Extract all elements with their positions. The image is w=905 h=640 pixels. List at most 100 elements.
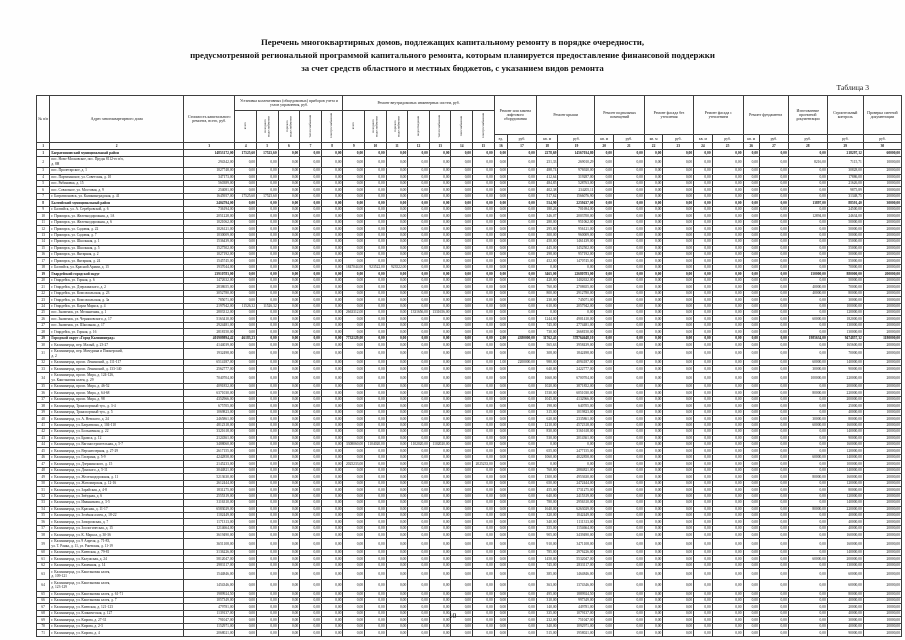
value-cell: 0,00 — [493, 218, 509, 227]
table-row: 57 г. Калининград, ул. Зоологическая, д. … — [35, 524, 903, 533]
value-cell: 0,00 — [507, 173, 537, 182]
table-row: 64 г. Калининград, ул. Каштановая аллея, … — [35, 579, 903, 592]
address-cell: г. Калининград, ул. Зелёная аллея, д. 18… — [49, 511, 185, 520]
value-cell: 0,00 — [711, 155, 744, 169]
value-cell: 0,00 — [742, 225, 760, 233]
value-cell: 0,00 — [612, 238, 645, 246]
value-cell: 0,00 — [742, 590, 760, 599]
value-cell: 0,00 — [320, 149, 344, 157]
value-cell: 0,00 — [256, 537, 279, 550]
value-cell: 234205,11 — [557, 186, 596, 194]
value-cell: 0,00 — [364, 629, 387, 637]
value-cell: 0,00 — [787, 568, 828, 581]
row-number: 5 — [35, 179, 51, 188]
page-number: 10 — [448, 611, 457, 620]
value-cell: 0,00 — [364, 371, 387, 384]
value-cell: 0,00 — [507, 371, 537, 384]
value-cell: 14567034,80 — [557, 149, 596, 157]
value-cell: 0,00 — [612, 347, 645, 360]
value-cell: 0,00 — [493, 548, 509, 557]
address-cell: г. Калининград, ул. Кирова, д. 27-31 — [49, 616, 185, 624]
value-cell: 0,00 — [662, 518, 695, 526]
table-row: 25 пос. Знаменск, ул. Мельничная, д. 1 280… — [35, 308, 903, 317]
value-cell: 1154664,00 — [557, 524, 596, 533]
value-cell: 0,00 — [612, 341, 645, 349]
value-cell: 20000,00 — [862, 531, 903, 539]
table-row: 3 пос. Пролетарское, д. 1 1027748,00 0,00 0,… — [35, 167, 903, 175]
value-cell: 0,00 — [320, 167, 344, 175]
row-number: 57 — [35, 524, 51, 533]
col-header-address: Адрес многоквартирного дома — [49, 94, 185, 144]
value-cell: 0,00 — [493, 173, 509, 182]
value-cell: 0,00 — [662, 616, 695, 624]
value-cell: 1374346,00 — [557, 579, 596, 592]
value-cell: 0,00 — [428, 629, 452, 637]
value-cell: 10000,00 — [862, 616, 903, 624]
value-cell: 0,00 — [742, 579, 760, 592]
value-cell: 1847044,00 — [342, 263, 366, 272]
table-row: 33 г. Калининград, просп. Ленинский, д. 1… — [35, 365, 903, 373]
value-cell: 1660,00 — [535, 371, 559, 384]
value-cell: 0,00 — [643, 629, 664, 637]
value-cell: 0,00 — [493, 590, 509, 599]
value-cell: 1331656,00 — [407, 308, 430, 317]
cost-cell: 1527502,00 — [183, 244, 236, 252]
value-cell: 7115,71 — [826, 155, 864, 169]
value-cell: 0,00 — [277, 347, 301, 360]
value-cell: 0,00 — [612, 179, 645, 188]
value-cell: 0,00 — [428, 155, 452, 169]
value-cell: 0,00 — [643, 347, 664, 360]
value-cell: 0,00 — [493, 365, 509, 373]
row-number: 70 — [35, 622, 51, 631]
value-cell: 1566076,90 — [557, 192, 596, 201]
value-cell: 0,00 — [612, 371, 645, 384]
value-cell: 0,00 — [662, 531, 695, 539]
value-cell: 20000,00 — [862, 167, 903, 175]
unit-label: кв. м — [594, 134, 614, 144]
title-line-2: предусмотренной региональной программой … — [190, 50, 715, 61]
table-row: 68 г. Калининград, ул. Клиническая, д. 12… — [35, 609, 903, 618]
value-cell: 0,00 — [742, 149, 760, 157]
value-cell: 0,00 — [493, 225, 509, 233]
row-number: 59 — [35, 537, 51, 550]
value-cell: 0,00 — [320, 616, 344, 624]
value-cell: 220000,00 — [826, 371, 864, 384]
address-cell: г. Калининград, просп. Мира, д. 124-126,… — [49, 371, 185, 384]
cost-cell: 294342,00 — [183, 155, 236, 169]
table-row: 4 пос. Партизанское, ул. Советская, д. 10… — [35, 173, 903, 182]
value-cell: 0,00 — [493, 524, 509, 533]
title-line-1: Перечень многоквартирных домов, подлежащ… — [260, 37, 645, 47]
value-cell: 0,00 — [662, 186, 695, 194]
value-cell: 0,00 — [493, 561, 509, 570]
value-cell: 0,00 — [612, 218, 645, 227]
value-cell: 0,00 — [787, 622, 828, 631]
value-cell: 0,00 — [256, 579, 279, 592]
value-cell: 0,00 — [320, 622, 344, 631]
value-cell: 0,00 — [742, 596, 760, 605]
value-cell: 0,00 — [507, 590, 537, 599]
value-cell: 0,00 — [742, 548, 760, 557]
value-cell: 0,00 — [507, 568, 537, 581]
value-cell: 0,00 — [758, 371, 789, 384]
value-cell: 0,00 — [507, 186, 537, 194]
title-line-3: за счет средств областного и местных бюд… — [301, 63, 604, 74]
value-cell: 0,00 — [711, 629, 744, 637]
row-number: 68 — [35, 609, 51, 618]
value-cell: 10000,00 — [862, 173, 903, 182]
value-cell: 308,00 — [535, 347, 559, 360]
value-cell: 0,00 — [428, 579, 452, 592]
sub-header-meters-heating: теплоснабжения — [299, 109, 322, 144]
value-cell: 0,00 — [742, 524, 760, 533]
table-row: 31 г. Калининград, пер. Мичурина и Пионер… — [35, 347, 903, 360]
cost-cell: 2068021,00 — [183, 629, 236, 637]
value-cell: 0,00 — [612, 199, 645, 207]
value-cell: 20000,00 — [862, 341, 903, 349]
row-number: 9 — [35, 205, 51, 214]
value-cell: 0,00 — [450, 371, 474, 384]
value-cell: 0,00 — [693, 371, 713, 384]
cost-cell: 2983117,00 — [183, 561, 236, 570]
value-cell: 960009,00 — [557, 231, 596, 240]
value-cell: 0,00 — [742, 167, 760, 175]
value-cell: 0,00 — [493, 622, 509, 631]
col-header-cost: Стоимость капитального ремонта, всего, р… — [183, 94, 236, 144]
